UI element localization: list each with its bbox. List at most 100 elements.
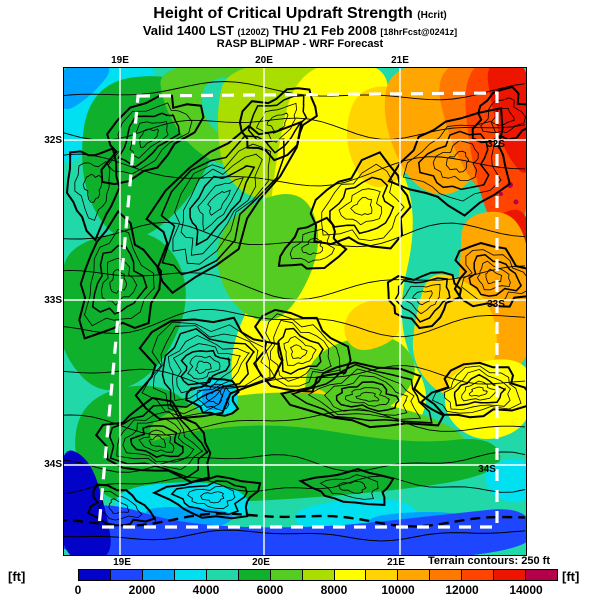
colorbar-tick-label: 2000	[128, 583, 156, 597]
colorbar-segment-14	[526, 570, 558, 580]
lon-label-top-19e: 19E	[111, 55, 129, 66]
valid-issue-time: (1200Z)	[237, 27, 270, 37]
map-frame	[63, 67, 527, 556]
colorbar-segment-6	[270, 570, 303, 580]
contour-line	[461, 380, 499, 402]
color-region	[63, 67, 110, 110]
contour-line	[290, 363, 433, 424]
contour-line	[453, 241, 527, 308]
contour-line	[91, 244, 148, 315]
model-source-line: RASP BLIPMAP - WRF Forecast	[216, 38, 384, 50]
lon-label-bottom-20e: 20E	[252, 557, 270, 568]
contour-line	[148, 435, 166, 449]
colorbar-tick-label: 4000	[192, 583, 220, 597]
contour-line	[309, 151, 412, 250]
contour-line	[283, 335, 317, 366]
contour-line	[338, 188, 383, 226]
contour-line	[197, 177, 244, 232]
colorbar-tick-label: 8000	[320, 583, 348, 597]
lon-label-bottom-19e: 19E	[113, 557, 131, 568]
contour-line	[453, 373, 506, 407]
contour-line	[63, 308, 526, 338]
terrain-contours-note: Terrain contours: 250 ft	[427, 555, 550, 567]
contour-line	[116, 410, 203, 471]
forecast-tag: [18hrFcst@0241z]	[380, 27, 458, 37]
title-paren: (Hcrit)	[417, 10, 447, 21]
lat-label-left-33s: 33S	[44, 295, 62, 306]
colorbar-segment-8	[334, 570, 367, 580]
colorbar-segment-13	[494, 570, 527, 580]
contour-line	[260, 313, 342, 387]
colorbar-unit-left: [ft]	[8, 569, 26, 584]
colorbar-segment-12	[462, 570, 495, 580]
colorbar-tick-label: 12000	[445, 583, 479, 597]
forecast-map: 32S 33S 34S	[63, 67, 527, 556]
right-lat-labels: 32S 33S 34S	[478, 139, 505, 475]
colorbar-tick-label: 10000	[381, 583, 415, 597]
model-domain-dashed-box	[97, 91, 499, 529]
contour-line	[471, 85, 527, 144]
colorbar	[78, 569, 558, 581]
color-region	[63, 505, 527, 556]
contour-line	[443, 368, 511, 410]
contour-line	[180, 153, 263, 256]
colorbar-segment-9	[366, 570, 399, 580]
contour-line	[321, 163, 405, 241]
terrain-contour-lines	[63, 81, 527, 542]
contour-line	[94, 396, 212, 484]
contour-line	[289, 228, 335, 264]
contour-line	[161, 327, 255, 408]
contour-line	[445, 150, 470, 173]
contour-line	[402, 120, 502, 202]
color-region	[63, 450, 111, 556]
contour-line	[490, 107, 515, 127]
contour-line	[187, 355, 221, 380]
contour-line	[63, 409, 526, 436]
color-region	[115, 425, 501, 502]
contour-line	[187, 485, 236, 510]
contour-line	[98, 490, 143, 521]
contour-line	[468, 386, 489, 397]
contour-line	[138, 128, 159, 148]
contour-line	[63, 451, 526, 473]
color-region	[344, 299, 401, 350]
contour-line	[269, 319, 332, 382]
color-region	[507, 182, 513, 188]
contour-line	[247, 94, 308, 154]
contour-line	[266, 112, 289, 132]
contour-line	[480, 97, 526, 134]
color-region	[513, 199, 519, 205]
contour-line	[65, 147, 121, 242]
contour-line	[63, 221, 526, 248]
contour-line	[189, 164, 256, 247]
lon-label-top-20e: 20E	[255, 55, 273, 66]
contour-line	[152, 325, 261, 415]
colorbar-segment-5	[238, 570, 271, 580]
contour-line	[180, 349, 232, 386]
lon-label-top-21e: 21E	[391, 55, 409, 66]
contour-line	[101, 257, 138, 306]
contour-line	[63, 529, 526, 542]
valid-date: THU 21 Feb 2008	[272, 23, 377, 38]
color-region	[201, 385, 231, 411]
colorbar-segment-0	[79, 570, 111, 580]
contour-line	[63, 81, 526, 101]
contour-line	[170, 480, 248, 516]
valid-prefix: Valid 1400 LST	[142, 23, 234, 38]
colorbar-unit-right: [ft]	[562, 569, 580, 584]
contour-line	[82, 173, 103, 203]
contour-line	[63, 153, 526, 187]
contour-line	[350, 196, 373, 216]
colorbar-segment-3	[174, 570, 207, 580]
contour-line	[117, 112, 181, 169]
contour-line	[74, 161, 111, 221]
lat-label-left-32s: 32S	[44, 135, 62, 146]
contour-line	[432, 140, 479, 181]
colorbar-tick-label: 6000	[256, 583, 284, 597]
color-region	[499, 192, 503, 196]
lat-label-right-33s: 33S	[487, 299, 505, 310]
colorbar-segment-4	[206, 570, 239, 580]
lat-label-left-34s: 34S	[44, 459, 62, 470]
contour-line	[205, 389, 224, 405]
